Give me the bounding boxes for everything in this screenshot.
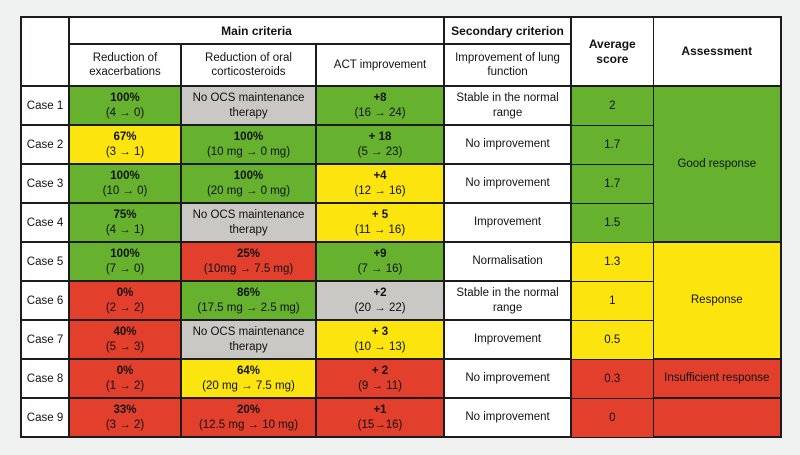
- table-row: Case 6 0% (2 → 2) 86% (17.5 mg → 2.5 mg) +2 (2…: [20, 280, 781, 321]
- average-score-cell: 0.5: [570, 319, 654, 360]
- header-group-row: Main criteria Secondary criterion Averag…: [20, 16, 783, 87]
- table-row: Case 1 100% (4 → 0) No OCS maintenance ther…: [20, 85, 783, 243]
- case-label: Case 9: [20, 397, 70, 438]
- assessment-cell: [652, 397, 783, 438]
- assessment-header: Assessment: [652, 16, 783, 87]
- lung-function-column-header: Improvement of lung function: [443, 43, 573, 87]
- table-row: Case 8 0% (1 → 2) 64% (20 mg → 7.5 mg) + 2 (9 …: [20, 358, 783, 399]
- average-score-cell: 0: [570, 397, 654, 438]
- average-score-cell: 1.3: [570, 241, 654, 282]
- table-row: Case 9 33% (3 → 2) 20% (12.5 mg → 10 mg) +1 (1…: [20, 397, 783, 438]
- exacerbations-cell: 40% (5 → 3): [68, 319, 182, 360]
- ocs-cell: 100% (10 mg → 0 mg): [180, 124, 317, 165]
- lung-function-cell: Improvement: [443, 319, 573, 360]
- case-label: Case 4: [20, 202, 70, 243]
- exacerbations-cell: 100% (4 → 0): [68, 85, 182, 126]
- average-score-cell: 0.3: [570, 358, 654, 399]
- exacerbations-cell: 0% (2 → 2): [68, 280, 182, 321]
- ocs-cell: 86% (17.5 mg → 2.5 mg): [180, 280, 317, 321]
- case-label: Case 2: [20, 124, 70, 165]
- act-cell: +1 (15→16): [314, 397, 446, 438]
- ocs-column-header: Reduction of oral corticosteroids: [180, 43, 317, 87]
- table-row: Case 7 40% (5 → 3) No OCS maintenance thera…: [20, 319, 781, 360]
- exacerbations-cell: 75% (4 → 1): [68, 202, 182, 243]
- exacerbations-column-header: Reduction of exacerbations: [68, 43, 182, 87]
- act-cell: +4 (12 → 16): [314, 163, 446, 204]
- ocs-cell: No OCS maintenance therapy: [180, 202, 317, 243]
- table-row: Case 2 67% (3 → 1) 100% (10 mg → 0 mg) + 18 (5…: [20, 124, 781, 165]
- lung-function-cell: Normalisation: [443, 241, 573, 282]
- assessment-cell: Good response: [652, 85, 783, 243]
- ocs-cell: 64% (20 mg → 7.5 mg): [180, 358, 317, 399]
- exacerbations-cell: 100% (10 → 0): [68, 163, 182, 204]
- act-cell: + 2 (9 → 11): [314, 358, 446, 399]
- average-score-cell: 1.7: [570, 163, 654, 204]
- case-label: Case 5: [20, 241, 70, 282]
- table-row: Case 5 100% (7 → 0) 25% (10mg → 7.5 mg) +9 (7 …: [20, 241, 783, 360]
- table-wrapper: Main criteria Secondary criterion Averag…: [20, 16, 783, 438]
- average-score-cell: 1.7: [570, 124, 654, 165]
- assessment-cell: Response: [652, 241, 783, 360]
- exacerbations-cell: 0% (1 → 2): [68, 358, 182, 399]
- act-cell: + 5 (11 → 16): [314, 202, 446, 243]
- corner-blank-cell: [20, 16, 70, 87]
- exacerbations-cell: 67% (3 → 1): [68, 124, 182, 165]
- average-score-header: Average score: [570, 16, 654, 87]
- assessment-cell: Insufficient response: [652, 358, 783, 399]
- act-cell: + 18 (5 → 23): [314, 124, 446, 165]
- exacerbations-cell: 33% (3 → 2): [68, 397, 182, 438]
- ocs-cell: 25% (10mg → 7.5 mg): [180, 241, 317, 282]
- act-cell: + 3 (10 → 13): [314, 319, 446, 360]
- table-body: Case 1 100% (4 → 0) No OCS maintenance ther…: [20, 85, 783, 438]
- case-label: Case 7: [20, 319, 70, 360]
- average-score-cell: 2: [570, 85, 654, 126]
- act-column-header: ACT improvement: [314, 43, 446, 87]
- case-label: Case 3: [20, 163, 70, 204]
- lung-function-cell: No improvement: [443, 397, 573, 438]
- average-score-cell: 1: [570, 280, 654, 321]
- lung-function-cell: Stable in the normal range: [443, 85, 573, 126]
- act-cell: +9 (7 → 16): [314, 241, 446, 282]
- table-row: Case 3 100% (10 → 0) 100% (20 mg → 0 mg) +4 (1…: [20, 163, 781, 204]
- secondary-criterion-header: Secondary criterion: [443, 16, 573, 45]
- lung-function-cell: Improvement: [443, 202, 573, 243]
- main-criteria-header: Main criteria: [67, 16, 446, 45]
- ocs-cell: 100% (20 mg → 0 mg): [180, 163, 317, 204]
- lung-function-cell: No improvement: [443, 358, 573, 399]
- table-row: Case 4 75% (4 → 1) No OCS maintenance thera…: [20, 202, 781, 243]
- average-score-cell: 1.5: [570, 202, 654, 243]
- lung-function-cell: Stable in the normal range: [443, 280, 573, 321]
- act-cell: +8 (16 → 24): [314, 85, 446, 126]
- exacerbations-cell: 100% (7 → 0): [68, 241, 182, 282]
- lung-function-cell: No improvement: [443, 124, 573, 165]
- act-cell: +2 (20 → 22): [314, 280, 446, 321]
- lung-function-cell: No improvement: [443, 163, 573, 204]
- ocs-cell: 20% (12.5 mg → 10 mg): [180, 397, 317, 438]
- case-label: Case 8: [20, 358, 70, 399]
- case-label: Case 1: [20, 85, 70, 126]
- assessment-table: Main criteria Secondary criterion Averag…: [20, 16, 783, 438]
- case-label: Case 6: [20, 280, 70, 321]
- header-sub-row: Reduction of exacerbations Reduction of …: [21, 43, 781, 87]
- ocs-cell: No OCS maintenance therapy: [180, 319, 317, 360]
- ocs-cell: No OCS maintenance therapy: [180, 85, 317, 126]
